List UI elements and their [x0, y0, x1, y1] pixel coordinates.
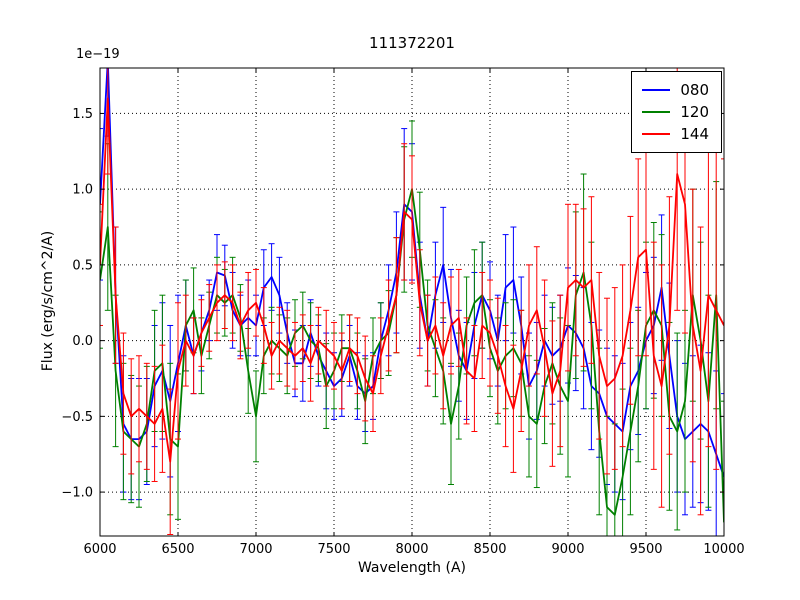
x-tick-label: 10000: [703, 542, 744, 557]
x-tick-label: 6000: [83, 542, 116, 557]
legend-entry-080: 080: [642, 79, 709, 101]
x-tick-label: 7500: [317, 542, 350, 557]
chart-title: 111372201: [369, 34, 455, 52]
y-tick-label: −0.5: [61, 410, 93, 425]
series-144-line: [100, 97, 724, 463]
legend-label: 080: [680, 80, 709, 99]
legend-label: 120: [680, 102, 709, 121]
y-tick-label: 1.5: [72, 107, 93, 122]
legend-line-sample-blue: [642, 89, 671, 91]
tick-labels: 6000 6500 7000 7500 8000 8500 9000 9500 10000 −1.…: [61, 107, 744, 557]
legend-label: 144: [680, 124, 709, 143]
x-tick-label: 9500: [629, 542, 662, 557]
y-axis-label: Flux (erg/s/cm^2/A): [40, 230, 56, 372]
x-tick-label: 9000: [551, 542, 584, 557]
legend: 080 120 144: [631, 71, 722, 153]
legend-line-sample-green: [642, 111, 671, 113]
x-tick-label: 8000: [395, 542, 428, 557]
x-axis-label: Wavelength (A): [357, 560, 466, 576]
x-tick-label: 6500: [161, 542, 194, 557]
y-tick-label: 0.0: [72, 334, 93, 349]
x-tick-label: 7000: [239, 542, 272, 557]
y-tick-label: 1.0: [72, 183, 93, 198]
y-tick-label: −1.0: [61, 486, 93, 501]
legend-entry-120: 120: [642, 101, 709, 123]
legend-entry-144: 144: [642, 123, 709, 145]
legend-line-sample-red: [642, 133, 671, 135]
plot-area: [100, 68, 724, 536]
x-tick-label: 8500: [473, 542, 506, 557]
y-axis-offset-label: 1e−19: [76, 47, 120, 62]
y-tick-label: 0.5: [72, 258, 93, 273]
